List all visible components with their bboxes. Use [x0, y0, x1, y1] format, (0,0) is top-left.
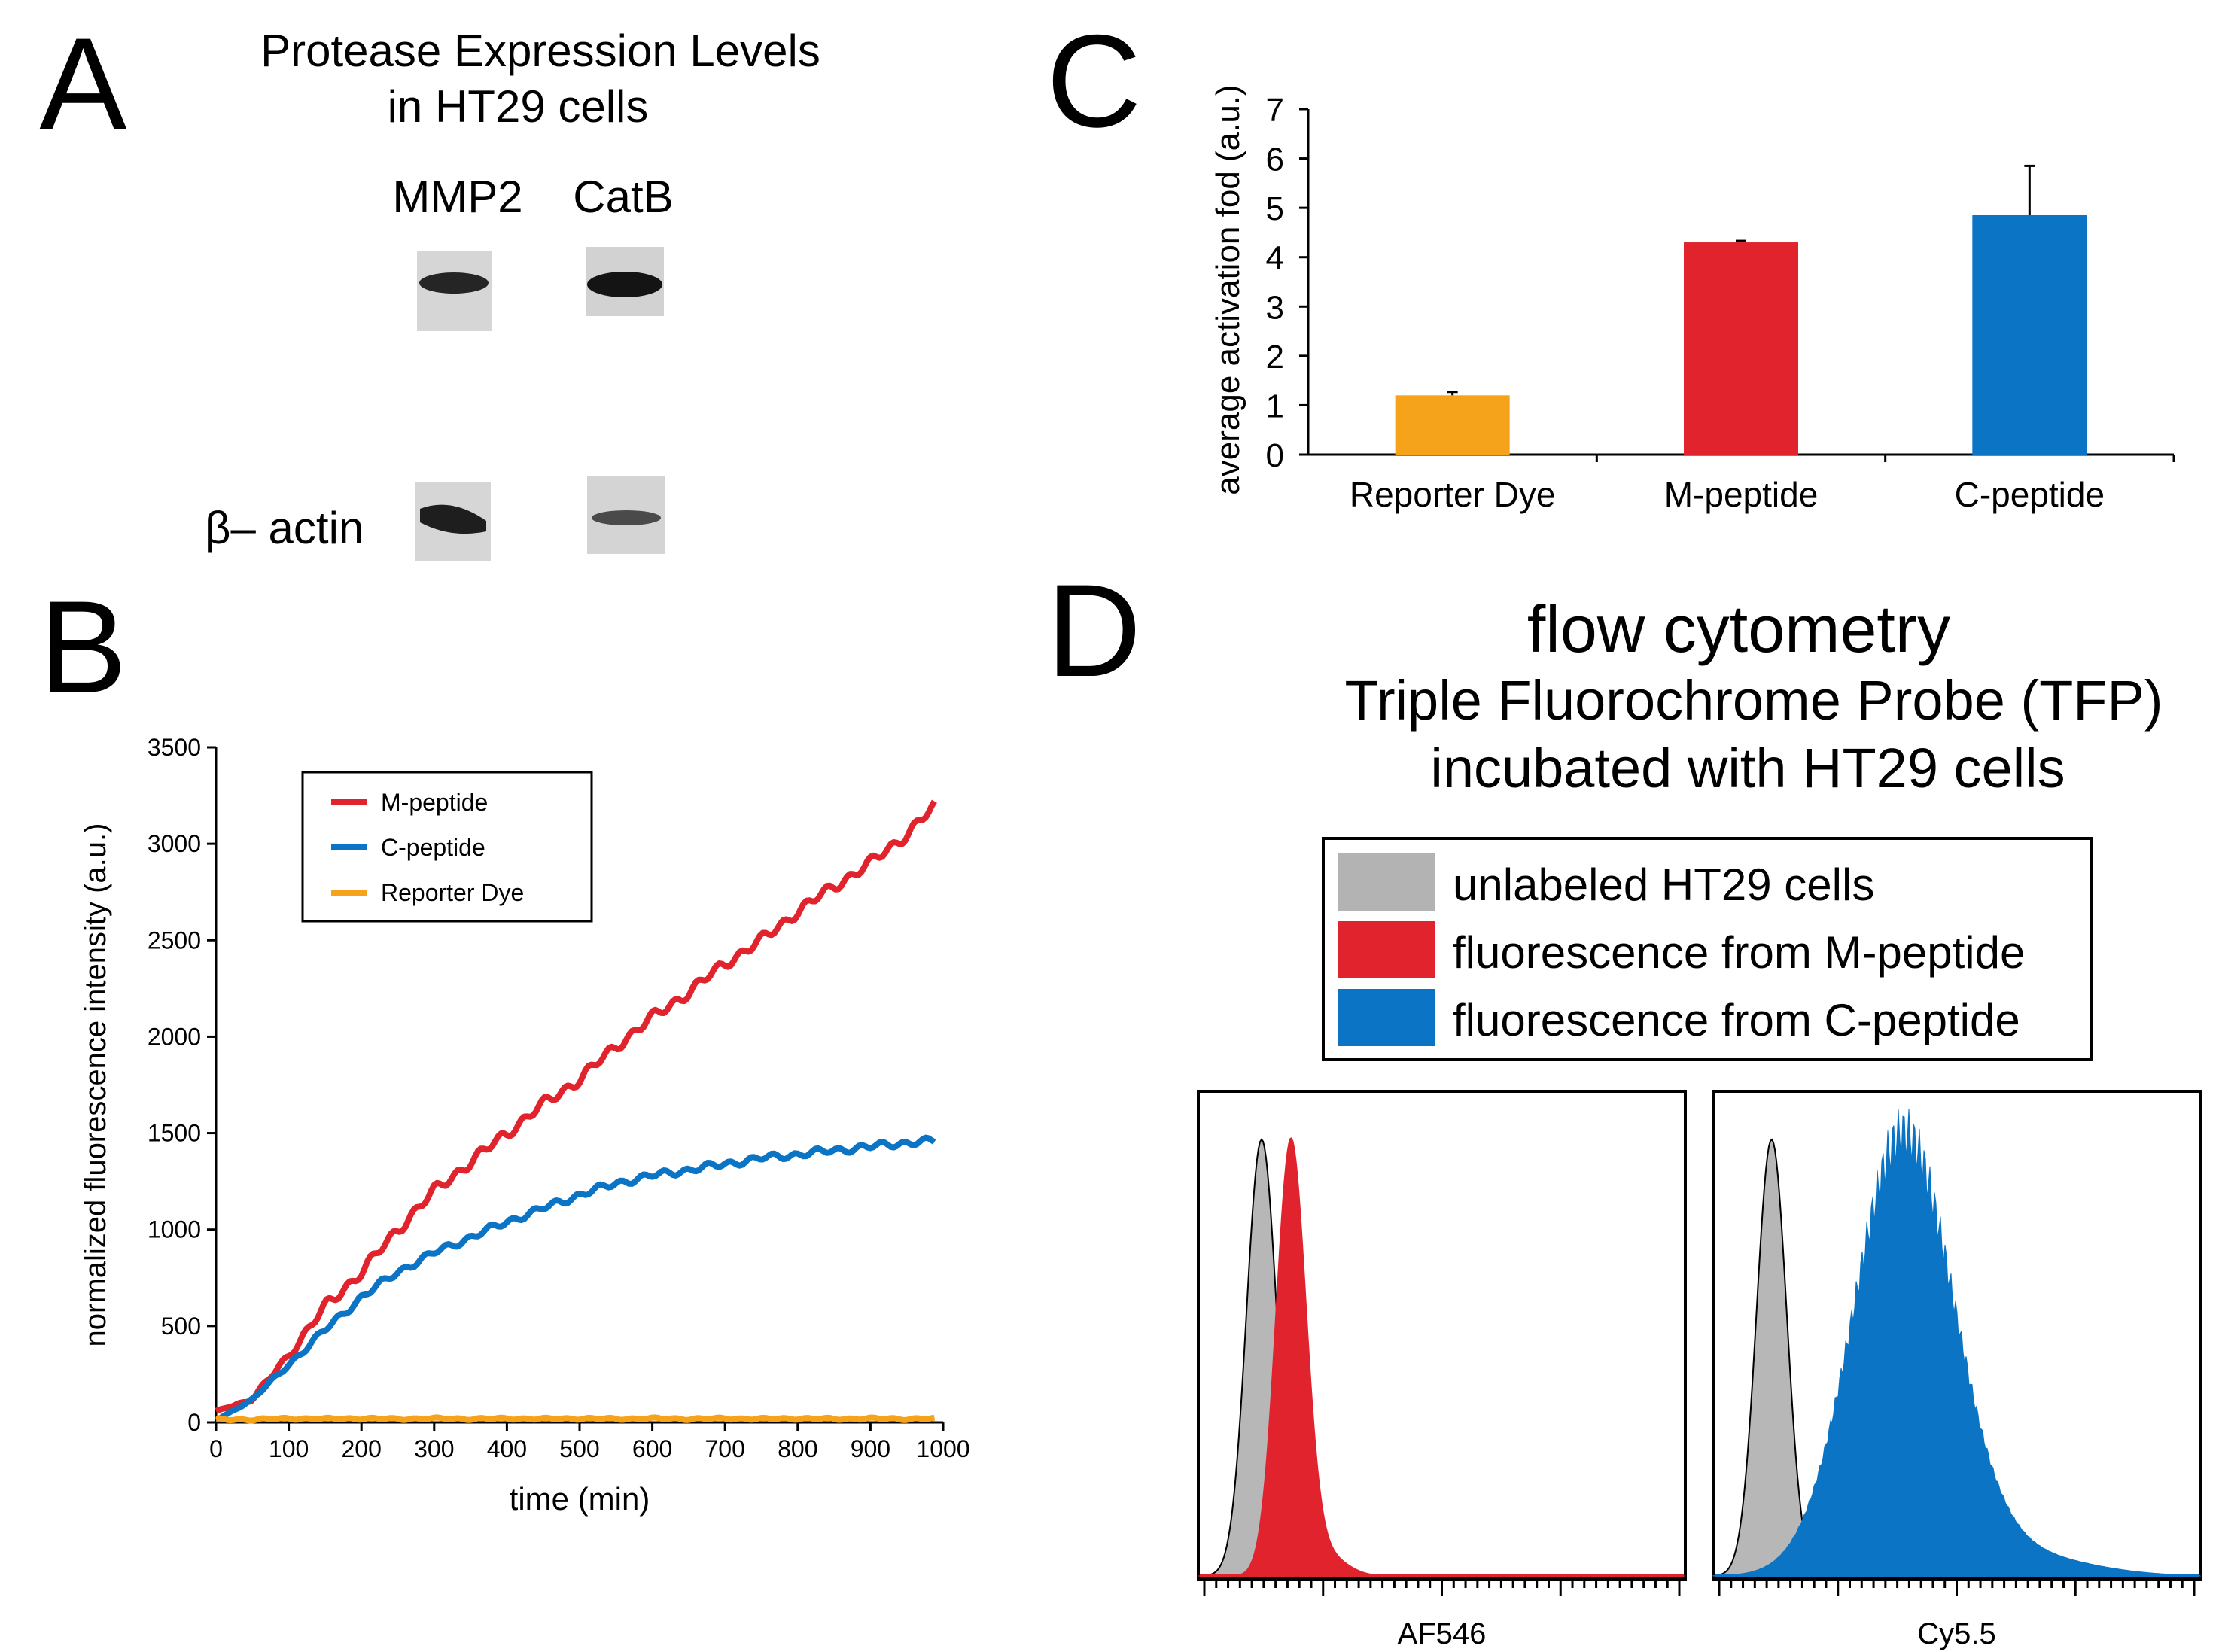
panel-a-col-mmp2: MMP2 [392, 172, 522, 222]
panel-d-title-line1: flow cytometry [1527, 592, 1950, 666]
b-y-tick-label: 500 [161, 1313, 201, 1340]
c-y-tick-label: 0 [1266, 437, 1284, 474]
c-y-tick-label: 3 [1266, 289, 1284, 326]
b-x-tick-label: 100 [269, 1435, 309, 1462]
b-x-axis-label: time (min) [510, 1481, 650, 1517]
chart-b: 0 500 1000 1500 2000 2500 3000 3500 0 100 200 300 40… [79, 734, 970, 1517]
chart-c: 0 1 2 3 4 5 6 7 Reporter Dye M-peptide C-peptide av… [1210, 84, 2175, 514]
b-x-tick-label: 700 [705, 1435, 745, 1462]
c-bar-m-peptide [1684, 242, 1798, 455]
c-y-tick-label: 5 [1266, 190, 1284, 227]
histogram-cy55: Cy5.5 [1712, 1090, 2202, 1650]
panel-d-legend [1322, 837, 2093, 1061]
b-x-tick-label: 600 [632, 1435, 672, 1462]
c-bar-reporter-dye [1395, 395, 1510, 455]
b-x-tick-label: 0 [209, 1435, 223, 1462]
b-y-axis-label: normalized fluorescence intensity (a.u.) [79, 823, 112, 1347]
panel-d-title-line3: incubated with HT29 cells [1430, 737, 2065, 799]
panel-a-title-line1: Protease Expression Levels [260, 26, 820, 76]
panel-a-letter: A [39, 11, 127, 158]
panel-a-col-catb: CatB [573, 172, 673, 222]
c-category-label: C-peptide [1955, 475, 2105, 514]
c-y-tick-label: 2 [1266, 339, 1284, 376]
b-x-tick-label: 800 [778, 1435, 817, 1462]
b-series-line-m-peptide [215, 799, 937, 1414]
b-legend-label: M-peptide [381, 789, 488, 816]
b-y-tick-label: 0 [187, 1409, 201, 1436]
blot-band-actin-2 [592, 510, 661, 525]
b-y-tick-label: 3000 [148, 830, 201, 857]
c-category-label: M-peptide [1664, 475, 1819, 514]
b-x-tick-label: 1000 [916, 1435, 969, 1462]
blot-band-mmp2 [419, 272, 489, 294]
panel-a: A Protease Expression Levels in HT29 cel… [39, 11, 820, 561]
b-y-tick-label: 3500 [148, 734, 201, 761]
b-y-tick-label: 1000 [148, 1216, 201, 1243]
d-histogram-fluorescence-from-c-peptide [1712, 1109, 2202, 1577]
legend-label-c-peptide: fluorescence from C-peptide [1453, 995, 2020, 1045]
b-x-tick-label: 200 [342, 1435, 382, 1462]
panel-d-title-line2: Triple Fluorochrome Probe (TFP) [1345, 669, 2163, 732]
b-legend-label: C-peptide [381, 834, 485, 861]
legend-swatch-c-peptide [1338, 989, 1435, 1046]
legend-label-m-peptide: fluorescence from M-peptide [1453, 927, 2025, 978]
b-x-tick-label: 900 [851, 1435, 890, 1462]
c-y-tick-label: 6 [1266, 141, 1284, 178]
c-category-label: Reporter Dye [1350, 475, 1556, 514]
c-y-tick-label: 7 [1266, 92, 1284, 129]
b-x-tick-label: 300 [414, 1435, 454, 1462]
b-y-tick-label: 2500 [148, 926, 201, 954]
panel-d: D flow cytometry Triple Fluorochrome Pro… [1046, 558, 2202, 1650]
d-axis-label: Cy5.5 [1917, 1617, 1996, 1650]
c-bar-c-peptide [1972, 214, 2087, 455]
b-y-tick-label: 2000 [148, 1023, 201, 1050]
legend-swatch-unlabeled [1338, 853, 1435, 911]
panel-d-letter: D [1046, 558, 1141, 704]
b-series-line-c-peptide [215, 1134, 936, 1423]
b-x-tick-label: 500 [559, 1435, 599, 1462]
b-series-line-reporter-dye [215, 1414, 936, 1424]
panel-b: B 0 500 1000 1500 2000 2500 3000 3500 0 100 200 300… [39, 574, 970, 1517]
panel-a-title-line2: in HT29 cells [388, 81, 649, 132]
histogram-af546: AF546 [1197, 1090, 1687, 1650]
blot-band-catb [587, 272, 662, 297]
c-y-tick-label: 1 [1266, 388, 1284, 424]
legend-label-unlabeled: unlabeled HT29 cells [1453, 859, 1874, 910]
panel-c-letter: C [1046, 8, 1141, 155]
c-y-axis-label: average activation fod (a.u.) [1210, 84, 1246, 494]
c-y-tick-label: 4 [1266, 240, 1284, 277]
b-legend-label: Reporter Dye [381, 879, 524, 906]
legend-swatch-m-peptide [1338, 921, 1435, 978]
panel-a-row-label-beta-actin: β– actin [205, 503, 364, 553]
panel-c: C 0 1 2 3 4 5 6 7 Reporter Dye M-peptide C-peptide… [1046, 8, 2175, 514]
panel-b-letter: B [39, 574, 127, 721]
b-y-tick-label: 1500 [148, 1120, 201, 1147]
b-x-tick-label: 400 [487, 1435, 527, 1462]
d-axis-label: AF546 [1398, 1617, 1487, 1650]
blot-band-actin-1 [420, 504, 486, 534]
